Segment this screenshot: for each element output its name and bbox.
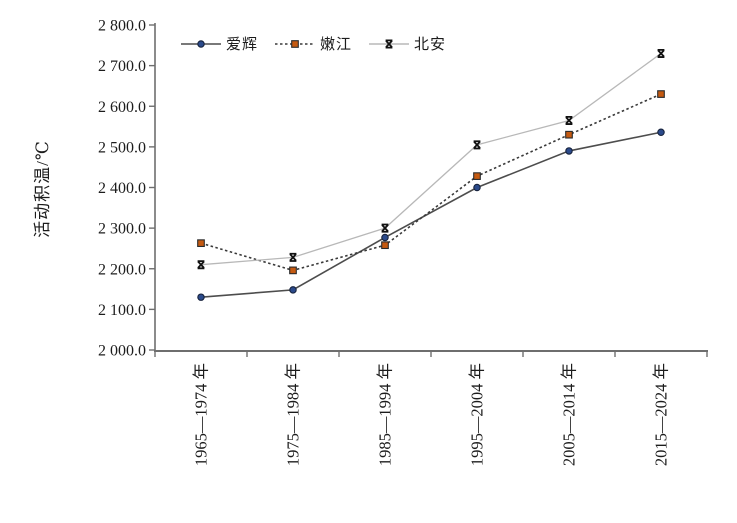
- data-point: [565, 147, 573, 155]
- y-tick-label: 2 700.0: [98, 58, 146, 75]
- data-point: [565, 130, 573, 139]
- data-point: [197, 239, 205, 248]
- data-point: [381, 223, 389, 233]
- series-line-2: [200, 52, 662, 266]
- data-point: [657, 90, 665, 98]
- line-circle-marker-icon: [181, 39, 221, 48]
- data-point: [381, 241, 389, 250]
- y-tick-label: 2 100.0: [98, 302, 146, 319]
- y-tick-label: 2 800.0: [98, 18, 146, 35]
- legend-item-nenjiang: 嫩江: [274, 33, 352, 54]
- legend-label-aihui: 爱辉: [226, 37, 259, 53]
- data-point: [289, 266, 297, 275]
- data-point: [473, 172, 481, 180]
- y-tick-label: 2 400.0: [98, 180, 146, 197]
- legend-item-aihui: 爱辉: [180, 33, 258, 54]
- y-tick-label: 2 200.0: [98, 261, 146, 278]
- legend-item-beian: 北安: [368, 33, 446, 54]
- legend: 爱辉 嫩江 北安: [180, 33, 446, 54]
- data-point: [289, 252, 297, 262]
- x-category-label: 1985—1994 年: [376, 363, 395, 466]
- dotted-line-square-marker-icon: [275, 39, 316, 48]
- y-tick-label: 2 500.0: [98, 139, 146, 156]
- x-category-label: 1975—1984 年: [284, 363, 303, 466]
- legend-label-beian: 北安: [414, 37, 447, 53]
- y-tick-label: 2 000.0: [98, 343, 146, 360]
- data-point: [565, 115, 573, 125]
- y-tick-label: 2 600.0: [98, 99, 146, 116]
- x-category-label: 2015—2024 年: [652, 363, 671, 466]
- y-tick-label: 2 300.0: [98, 221, 146, 238]
- y-axis-title: 活动积温/℃: [33, 140, 52, 238]
- data-point: [657, 128, 665, 137]
- data-point: [381, 233, 389, 242]
- legend-label-nenjiang: 嫩江: [320, 37, 353, 53]
- series-line-1: [200, 93, 662, 272]
- x-category-label: 1965—1974 年: [192, 363, 211, 466]
- x-category-label: 2005—2014 年: [560, 363, 579, 466]
- data-point: [657, 48, 665, 58]
- line-x-marker-icon: [369, 39, 410, 48]
- data-point: [473, 140, 481, 150]
- data-point: [289, 286, 297, 294]
- data-point: [197, 293, 205, 301]
- data-point: [197, 260, 205, 270]
- x-category-label: 1995—2004 年: [468, 363, 487, 466]
- series-line-0: [200, 131, 662, 298]
- data-point: [473, 183, 481, 192]
